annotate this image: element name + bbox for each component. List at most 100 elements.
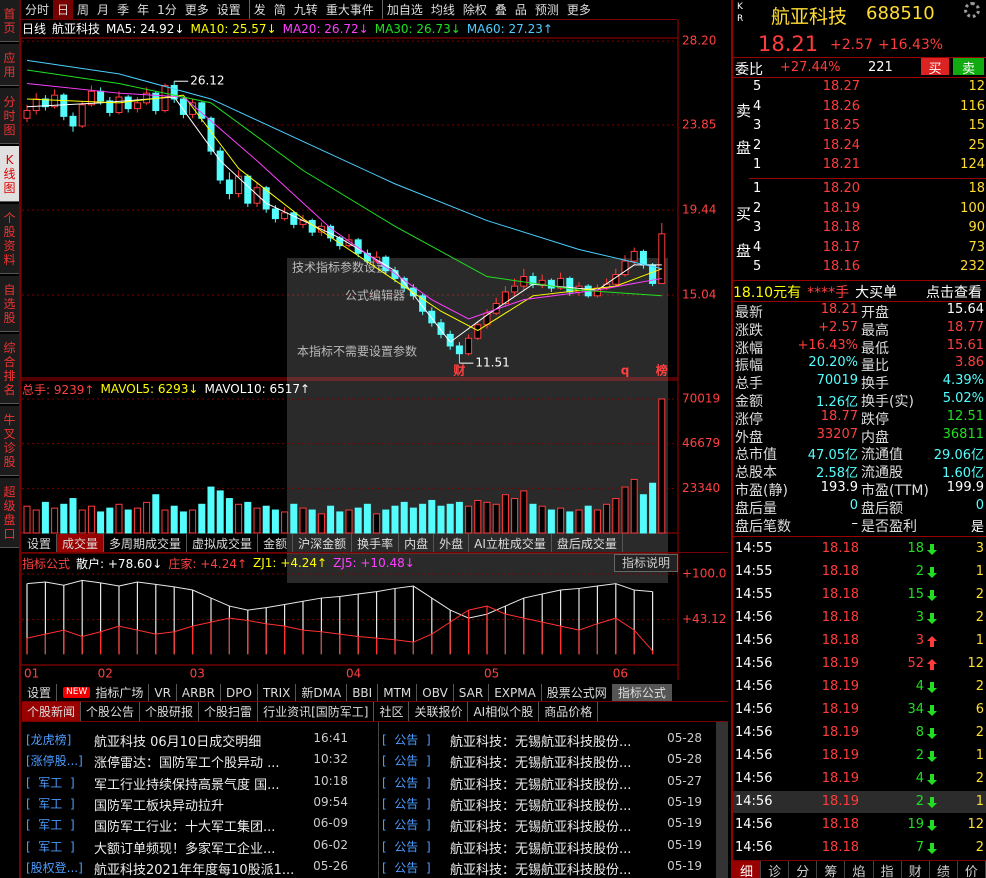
quote-tab[interactable]: 指 [874, 861, 902, 878]
toolbar-button[interactable]: 月 [97, 3, 110, 17]
indicator-tab[interactable]: DPO [221, 684, 258, 701]
quote-tab[interactable]: 细 [733, 861, 762, 878]
indicator-tab[interactable]: VR [149, 684, 177, 701]
sidebar-tab[interactable]: 首页 [0, 0, 19, 42]
toolbar-button[interactable]: 叠 [494, 3, 507, 17]
big-order[interactable]: 18.10元有 ****手 大买单 点击查看 [733, 282, 986, 301]
news-tab[interactable]: 个股新闻 [22, 702, 82, 721]
sidebar-tab[interactable]: 分时图 [0, 88, 19, 144]
new-badge[interactable]: NEW [63, 687, 91, 698]
sidebar-tab[interactable]: K线图 [0, 146, 19, 202]
indicator-tab[interactable]: MTM [378, 684, 418, 701]
toolbar-button[interactable]: 1分 [157, 3, 177, 17]
toolbar-button[interactable]: 更多 [184, 3, 209, 17]
news-tag[interactable]: [ 公告 ] [382, 754, 431, 769]
news-title[interactable]: 航亚科技2021年年度每10股派1... [94, 862, 295, 878]
news-title[interactable]: 航亚科技：无锡航亚科技股份... [450, 862, 632, 878]
toolbar-button[interactable]: 设置 [216, 3, 241, 17]
quote-tab[interactable]: 价 [958, 861, 986, 878]
news-tag[interactable]: [ 公告 ] [382, 775, 431, 790]
news-title[interactable]: 军工行业持续保持高景气度 国... [94, 777, 280, 793]
news-title[interactable]: 航亚科技：无锡航亚科技股份... [450, 735, 632, 750]
indicator-tab[interactable]: EXPMA [489, 684, 542, 701]
sell-button[interactable]: 卖 [953, 58, 984, 77]
toolbar-button[interactable]: 周 [77, 3, 90, 17]
news-tag[interactable]: [ 公告 ] [382, 796, 431, 811]
volume-tab[interactable]: AI立桩成交量 [469, 534, 552, 552]
news-tab[interactable]: 个股扫雷 [199, 702, 259, 721]
news-tag[interactable]: [ 公告 ] [382, 733, 431, 747]
volume-tab[interactable]: 设置 [22, 534, 58, 552]
quote-tab[interactable]: 分 [789, 861, 818, 878]
news-title[interactable]: 航亚科技：无锡航亚科技股份... [450, 798, 632, 814]
news-title[interactable]: 涨停雷达：国防军工个股异动 ... [94, 756, 280, 772]
toolbar-button[interactable]: 分时 [25, 3, 50, 17]
indicator-tab[interactable]: 股票公式网 [542, 684, 613, 701]
quote-tab[interactable]: 诊 [761, 861, 790, 878]
volume-tab[interactable]: 盘后成交量 [552, 534, 623, 552]
news-tab[interactable]: 个股研报 [140, 702, 200, 721]
indicator-tab[interactable]: BBI [347, 684, 379, 701]
news-tab[interactable]: 行业资讯[国防军工] [258, 702, 375, 721]
news-tag[interactable]: [ 军工 ] [26, 818, 75, 833]
volume-tab[interactable]: 内盘 [399, 534, 435, 552]
news-tag[interactable]: [涨停股...] [26, 754, 83, 769]
news-tab[interactable]: AI相似个股 [468, 702, 540, 721]
news-title[interactable]: 航亚科技：无锡航亚科技股份... [450, 756, 632, 772]
toolbar-button[interactable]: 均线 [430, 3, 455, 17]
indicator-tab[interactable]: 指标公式 [612, 684, 672, 701]
quote-tab[interactable]: 筹 [817, 861, 846, 878]
sidebar-tab[interactable]: 牛叉诊股 [0, 406, 19, 476]
toolbar-button[interactable]: 加自选 [381, 0, 427, 19]
settings-icon[interactable] [964, 2, 980, 18]
volume-tab[interactable]: 虚拟成交量 [187, 534, 259, 552]
news-tab[interactable]: 关联报价 [409, 702, 469, 721]
sidebar-tab[interactable]: 综合排名 [0, 334, 19, 404]
news-tab[interactable]: 个股公告 [81, 702, 141, 721]
toolbar-button[interactable]: 更多 [566, 3, 591, 17]
news-title[interactable]: 国防军工板块异动拉升 [94, 798, 225, 814]
volume-tab[interactable]: 外盘 [434, 534, 470, 552]
news-tag[interactable]: [龙虎榜] [26, 733, 72, 747]
news-tag[interactable]: [ 公告 ] [382, 839, 431, 854]
news-title[interactable]: 航亚科技：无锡航亚科技股份... [450, 777, 632, 793]
buy-button[interactable]: 买 [921, 58, 949, 77]
quote-tab[interactable]: 财 [902, 861, 930, 878]
toolbar-button[interactable]: 发 [248, 0, 270, 19]
news-tab[interactable]: 商品价格 [539, 702, 599, 721]
toolbar-button[interactable]: 除权 [462, 3, 487, 17]
toolbar-button[interactable]: 日 [53, 0, 74, 19]
sidebar-tab[interactable]: 个股资料 [0, 204, 19, 274]
toolbar-button[interactable]: 简 [273, 3, 286, 17]
news-title[interactable]: 国防军工行业：十大军工集团... [94, 820, 276, 836]
sidebar-tab[interactable]: 应用 [0, 44, 19, 86]
news-title[interactable]: 航亚科技：无锡航亚科技股份... [450, 820, 632, 836]
news-tag[interactable]: [股权登...] [26, 860, 83, 875]
indicator-tab[interactable]: TRIX [258, 684, 297, 701]
volume-tab[interactable]: 金额 [258, 534, 294, 552]
news-tag[interactable]: [ 公告 ] [382, 860, 431, 875]
indicator-tab[interactable]: 设置 [22, 684, 58, 701]
indicator-help[interactable]: 指标说明 [614, 554, 678, 572]
sidebar-tab[interactable]: 自选股 [0, 276, 19, 332]
news-title[interactable]: 大额订单频现！多家军工企业... [94, 841, 276, 857]
indicator-tab[interactable]: OBV [417, 684, 454, 701]
toolbar-button[interactable]: 九转 [293, 3, 318, 17]
toolbar-button[interactable]: 品 [514, 3, 527, 17]
volume-tab[interactable]: 沪深金额 [293, 534, 353, 552]
volume-tab[interactable]: 多周期成交量 [104, 534, 188, 552]
toolbar-button[interactable]: 重大事件 [325, 3, 374, 17]
news-tag[interactable]: [ 军工 ] [26, 796, 75, 811]
news-title[interactable]: 航亚科技：无锡航亚科技股份... [450, 841, 632, 857]
indicator-tab[interactable]: 新DMA [296, 684, 348, 701]
indicator-tab[interactable]: 指标广场 [90, 684, 150, 701]
news-tag[interactable]: [ 公告 ] [382, 818, 431, 833]
sidebar-tab[interactable]: 超级盘口 [0, 478, 19, 548]
news-tag[interactable]: [ 军工 ] [26, 839, 75, 854]
toolbar-button[interactable]: 预测 [534, 3, 559, 17]
news-tab[interactable]: 社区 [374, 702, 410, 721]
toolbar-button[interactable]: 季 [117, 3, 130, 17]
volume-tab[interactable]: 换手率 [352, 534, 400, 552]
indicator-tab[interactable]: ARBR [177, 684, 222, 701]
volume-tab[interactable]: 成交量 [57, 534, 105, 552]
